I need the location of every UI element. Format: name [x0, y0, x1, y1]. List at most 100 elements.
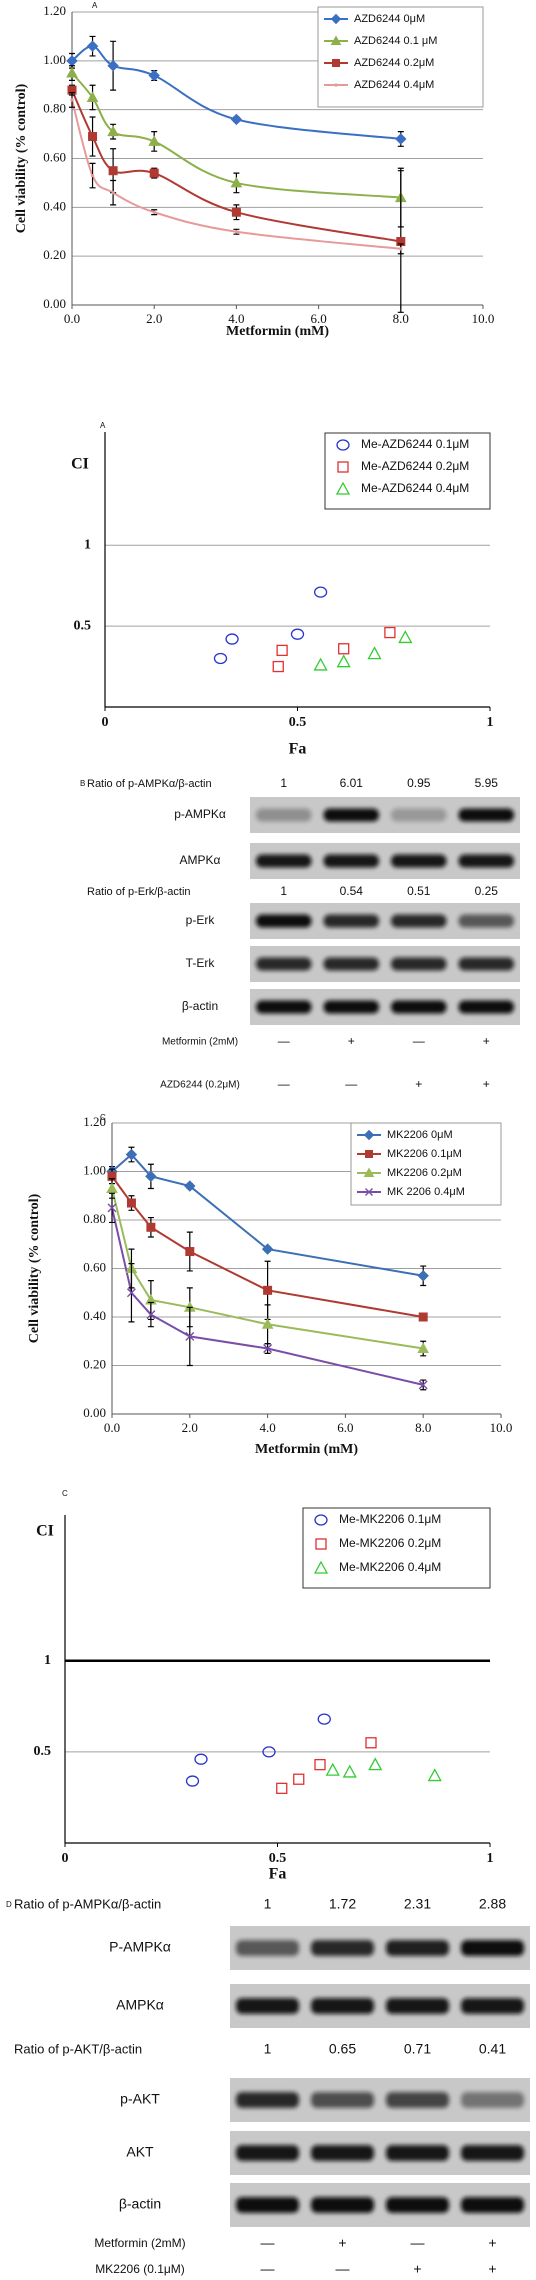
blot-band	[323, 1000, 379, 1014]
marker	[418, 1380, 428, 1390]
band-label: p-AKT	[120, 2091, 160, 2107]
blot-band	[311, 2092, 374, 2108]
y-tick-label: 0.00	[83, 1405, 106, 1420]
marker	[293, 1773, 305, 1785]
ratio-value: 1.72	[329, 1896, 356, 1912]
marker	[145, 1170, 157, 1183]
series-line	[111, 1153, 424, 1277]
marker	[342, 1764, 357, 1778]
marker	[418, 1312, 428, 1322]
band-label: AKT	[126, 2144, 154, 2160]
blot-band-row	[230, 2078, 530, 2122]
treatment-value: —	[261, 2261, 275, 2277]
legend-label: AZD6244 0.4μM	[354, 79, 434, 91]
marker	[126, 1288, 136, 1298]
blot-band	[461, 1998, 524, 2014]
y-axis-title: Cell viability (% control)	[14, 83, 29, 233]
marker	[313, 657, 328, 671]
legend-label: Me-MK2206 0.4μM	[339, 1560, 441, 1574]
marker	[261, 1243, 274, 1255]
series-line	[111, 1188, 424, 1350]
marker	[230, 176, 243, 188]
marker	[107, 1203, 117, 1213]
blot-band	[386, 1940, 449, 1956]
blot-band	[386, 2197, 449, 2213]
y-tick-label: 0.5	[34, 1744, 52, 1759]
blot-band-row	[250, 903, 520, 939]
marker	[290, 628, 305, 640]
marker	[399, 247, 403, 251]
blot-band	[461, 1940, 524, 1956]
panel-label: A	[100, 421, 106, 430]
y-tick-label: 0.40	[83, 1308, 106, 1323]
marker	[417, 1270, 429, 1282]
marker	[106, 1182, 118, 1193]
blot-band	[323, 808, 379, 822]
blot-band-row	[250, 989, 520, 1025]
blot-band	[458, 957, 514, 971]
marker	[230, 113, 243, 126]
legend-marker	[365, 1150, 373, 1158]
marker	[336, 654, 351, 668]
legend-label: Me-MK2206 0.1μM	[339, 1512, 441, 1526]
treatment-value: —	[278, 1034, 290, 1048]
y-tick-label: 0.60	[43, 149, 66, 164]
blot-band	[236, 2197, 299, 2213]
marker	[125, 1148, 138, 1161]
marker	[149, 168, 159, 178]
y-axis-title: CI	[71, 456, 89, 473]
y-tick-label: 1	[84, 537, 91, 552]
marker	[263, 1285, 273, 1295]
marker	[231, 207, 241, 217]
blot-band	[458, 854, 514, 868]
marker	[325, 1762, 340, 1776]
blot-band	[236, 2145, 299, 2161]
legend-marker	[334, 83, 338, 87]
x-tick-label: 8.0	[415, 1420, 431, 1435]
ratio-value: 1	[280, 776, 287, 790]
y-axis-title: Cell viability (% control)	[27, 1193, 42, 1343]
y-tick-label: 0.80	[43, 101, 66, 116]
marker	[184, 1180, 196, 1192]
marker	[276, 644, 288, 657]
ratio-label: Ratio of p-AMPKα/β-actin	[14, 1896, 161, 1911]
marker	[384, 626, 396, 639]
marker	[152, 210, 156, 214]
marker	[313, 586, 328, 598]
legend-label: Me-MK2206 0.2μM	[339, 1536, 441, 1550]
legend-marker	[336, 439, 350, 451]
treatment-label: AZD6244 (0.2μM)	[160, 1080, 240, 1091]
marker	[66, 67, 78, 78]
marker	[126, 1198, 136, 1208]
marker	[107, 125, 119, 137]
legend-label: Me-AZD6244 0.4μM	[361, 481, 469, 495]
band-label: T-Erk	[186, 956, 216, 970]
legend-marker	[363, 1167, 375, 1177]
blot-band	[256, 914, 312, 928]
blot-band-row	[250, 797, 520, 833]
legend-label: MK2206 0.2μM	[387, 1167, 462, 1179]
y-tick-label: 0.40	[43, 198, 66, 213]
marker	[314, 1758, 326, 1771]
marker	[225, 633, 239, 645]
y-tick-label: 0.00	[43, 296, 66, 311]
x-tick-label: 0.5	[269, 1851, 287, 1866]
blot-band	[311, 2197, 374, 2213]
legend-marker	[363, 1129, 375, 1141]
legend-label: MK 2206 0.4μM	[387, 1186, 465, 1198]
x-axis-title: Metformin (mM)	[255, 1442, 358, 1457]
treatment-value: —	[345, 1077, 357, 1091]
marker	[111, 190, 115, 195]
y-tick-label: 1.00	[83, 1162, 106, 1177]
blot-band	[458, 914, 514, 928]
x-tick-label: 4.0	[259, 1420, 275, 1435]
ratio-value: 2.31	[404, 1896, 431, 1912]
blot-band	[323, 957, 379, 971]
legend-marker	[332, 59, 340, 67]
marker	[185, 1775, 200, 1787]
blot-band	[458, 808, 514, 822]
legend-label: AZD6244 0μM	[354, 13, 425, 25]
y-tick-label: 0.20	[83, 1356, 106, 1371]
blot-band	[458, 1000, 514, 1014]
